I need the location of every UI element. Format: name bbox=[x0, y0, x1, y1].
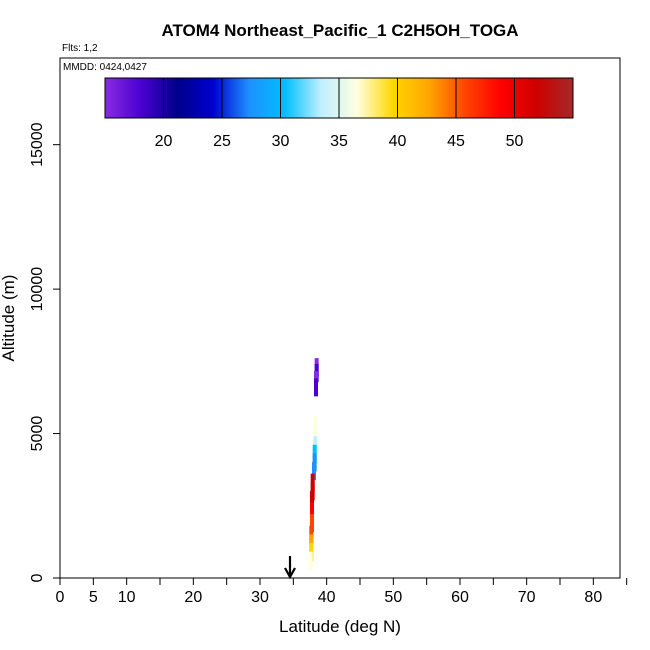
colorbar-tick-label: 45 bbox=[447, 133, 465, 150]
x-axis-label: Latitude (deg N) bbox=[279, 617, 401, 636]
x-tick-label: 50 bbox=[384, 589, 402, 606]
latitude-marker-arrow bbox=[284, 556, 296, 580]
y-tick-label: 15000 bbox=[29, 122, 46, 167]
colorbar-tick-label: 50 bbox=[506, 133, 524, 150]
x-tick-label: 40 bbox=[318, 589, 336, 606]
data-point bbox=[313, 424, 318, 443]
plot-frame bbox=[59, 57, 621, 579]
y-tick-label: 0 bbox=[29, 573, 46, 582]
x-tick-label: 0 bbox=[56, 589, 65, 606]
colorbar-tick-label: 30 bbox=[272, 133, 290, 150]
data-point bbox=[312, 462, 316, 481]
x-tick-label: 20 bbox=[184, 589, 202, 606]
colorbar bbox=[104, 77, 574, 119]
y-tick-label: 5000 bbox=[29, 416, 46, 452]
x-axis: 0 5 10 20 30 40 50 60 70 80 bbox=[56, 578, 628, 606]
chart-title: ATOM4 Northeast_Pacific_1 C2H5OH_TOGA bbox=[161, 21, 518, 40]
x-tick-label: 70 bbox=[518, 589, 536, 606]
x-tick-label: 60 bbox=[451, 589, 469, 606]
colorbar-tick-labels: 20 25 30 35 40 45 50 bbox=[155, 133, 524, 150]
x-tick-label: 10 bbox=[118, 589, 136, 606]
x-tick-label: 80 bbox=[584, 589, 602, 606]
colorbar-tick-label: 40 bbox=[389, 133, 407, 150]
y-tick-label: 10000 bbox=[29, 267, 46, 312]
marker-head bbox=[284, 567, 296, 580]
data-point bbox=[314, 378, 318, 397]
data-point bbox=[308, 551, 313, 570]
y-axis: 0 5000 10000 15000 bbox=[29, 122, 60, 582]
dates-label: MMDD: 0424,0427 bbox=[63, 62, 147, 73]
data-point bbox=[310, 502, 314, 521]
flights-label: Flts: 1,2 bbox=[62, 43, 98, 54]
x-tick-label: 5 bbox=[89, 589, 98, 606]
data-point bbox=[310, 491, 314, 509]
colorbar-tick-label: 35 bbox=[330, 133, 348, 150]
colorbar-tick-label: 25 bbox=[213, 133, 231, 150]
colorbar-tick-label: 20 bbox=[155, 133, 173, 150]
y-axis-label: Altitude (m) bbox=[0, 275, 18, 362]
data-points bbox=[308, 358, 319, 570]
x-tick-label: 30 bbox=[251, 589, 269, 606]
data-point bbox=[310, 514, 314, 533]
